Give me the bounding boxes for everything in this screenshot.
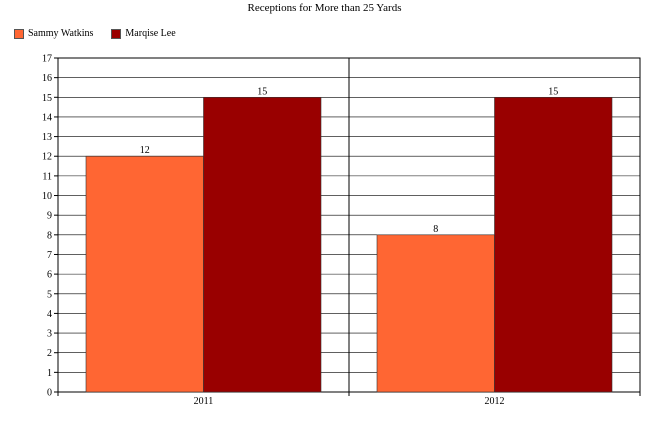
legend-swatch-sammy-watkins [14, 28, 24, 39]
bar-sammy-watkins-2011 [85, 155, 204, 393]
y-tick-label-15: 15 [42, 93, 52, 104]
legend-entry-marqise-lee: Marqise Lee [111, 28, 176, 39]
x-tick-label-2012: 2012 [485, 396, 505, 407]
y-tick-label-2: 2 [47, 348, 52, 359]
y-tick-label-8: 8 [47, 230, 52, 241]
y-tick-label-13: 13 [42, 132, 52, 143]
legend: Sammy Watkins Marqise Lee [14, 28, 194, 39]
y-tick-label-4: 4 [47, 309, 52, 320]
legend-swatch-marqise-lee [111, 28, 122, 39]
y-tick-label-17: 17 [42, 54, 52, 65]
chart-title: Receptions for More than 25 Yards [247, 2, 402, 14]
data-label-sammy-watkins-2011: 12 [140, 145, 150, 156]
data-label-marqise-lee-2012: 15 [548, 86, 558, 97]
y-tick-label-5: 5 [47, 289, 52, 300]
y-tick-label-12: 12 [42, 152, 52, 163]
legend-entry-sammy-watkins: Sammy Watkins [14, 28, 93, 39]
legend-label-marqise-lee: Marqise Lee [125, 28, 176, 39]
data-label-marqise-lee-2011: 15 [257, 86, 267, 97]
y-tick-label-10: 10 [42, 191, 52, 202]
bar-marqise-lee-2012 [494, 96, 613, 393]
y-tick-label-6: 6 [47, 270, 52, 281]
y-tick-label-0: 0 [47, 388, 52, 399]
y-tick-label-9: 9 [47, 211, 52, 222]
y-tick-label-3: 3 [47, 329, 52, 340]
y-tick-label-16: 16 [42, 73, 52, 84]
y-tick-label-11: 11 [42, 171, 52, 182]
legend-label-sammy-watkins: Sammy Watkins [28, 28, 94, 39]
y-tick-label-14: 14 [42, 112, 52, 123]
y-tick-label-7: 7 [47, 250, 52, 261]
bar-sammy-watkins-2012 [376, 234, 495, 393]
bar-marqise-lee-2011 [203, 96, 322, 393]
y-tick-label-1: 1 [47, 368, 52, 379]
data-label-sammy-watkins-2012: 8 [433, 224, 438, 235]
x-tick-label-2011: 2011 [194, 396, 214, 407]
